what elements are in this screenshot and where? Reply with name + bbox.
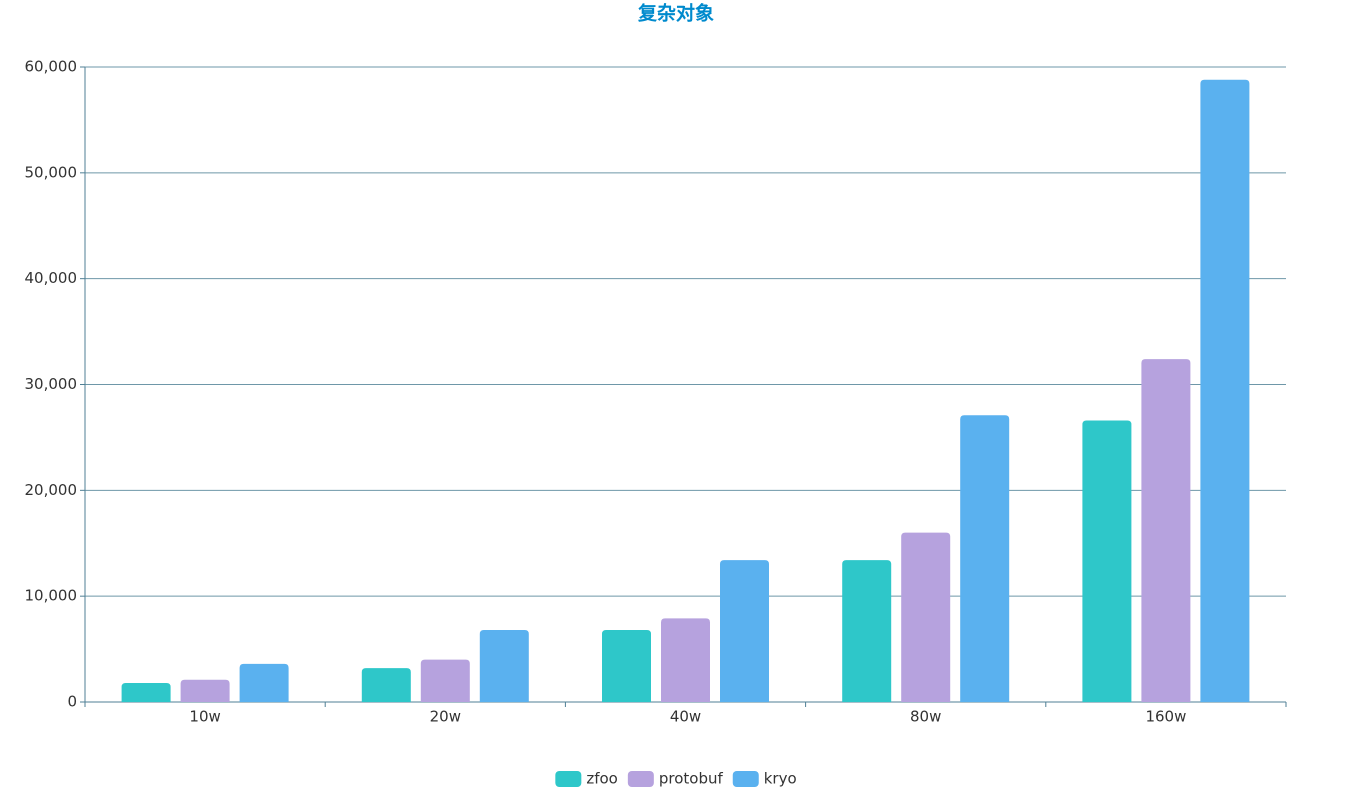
legend-label: zfoo xyxy=(586,770,618,788)
bar xyxy=(901,532,951,702)
bar xyxy=(180,679,230,702)
bar xyxy=(960,415,1010,702)
legend-item[interactable]: kryo xyxy=(732,770,797,788)
bar xyxy=(1200,79,1250,702)
y-tick-label: 40,000 xyxy=(25,269,78,287)
x-tick-label: 160w xyxy=(1145,708,1186,726)
bar xyxy=(479,630,529,702)
x-tick-label: 20w xyxy=(430,708,461,726)
legend-item[interactable]: protobuf xyxy=(627,770,724,788)
bar xyxy=(420,659,470,702)
legend-label: protobuf xyxy=(659,770,724,788)
bar xyxy=(661,618,710,702)
bar xyxy=(239,663,289,702)
chart-title: 复杂对象 xyxy=(637,2,714,25)
y-tick-label: 50,000 xyxy=(25,163,78,181)
legend-swatch xyxy=(627,771,654,787)
legend-label: kryo xyxy=(764,770,797,788)
legend-item[interactable]: zfoo xyxy=(555,770,618,788)
x-tick-label: 40w xyxy=(670,708,701,726)
bar xyxy=(1082,420,1132,702)
bar xyxy=(1141,359,1191,702)
bar xyxy=(121,682,171,702)
y-tick-label: 30,000 xyxy=(25,375,78,393)
y-tick-label: 60,000 xyxy=(25,58,78,76)
y-tick-label: 10,000 xyxy=(25,587,78,605)
bar xyxy=(361,668,411,702)
x-tick-label: 80w xyxy=(910,708,941,726)
bar xyxy=(602,630,651,702)
legend: zfoo protobuf kryo xyxy=(555,770,797,788)
x-tick-label: 10w xyxy=(189,708,220,726)
bar xyxy=(842,560,892,702)
legend-swatch xyxy=(732,771,759,787)
legend-swatch xyxy=(555,771,582,787)
y-tick-label: 20,000 xyxy=(25,481,78,499)
bar xyxy=(720,560,769,702)
y-tick-label: 0 xyxy=(67,693,77,711)
